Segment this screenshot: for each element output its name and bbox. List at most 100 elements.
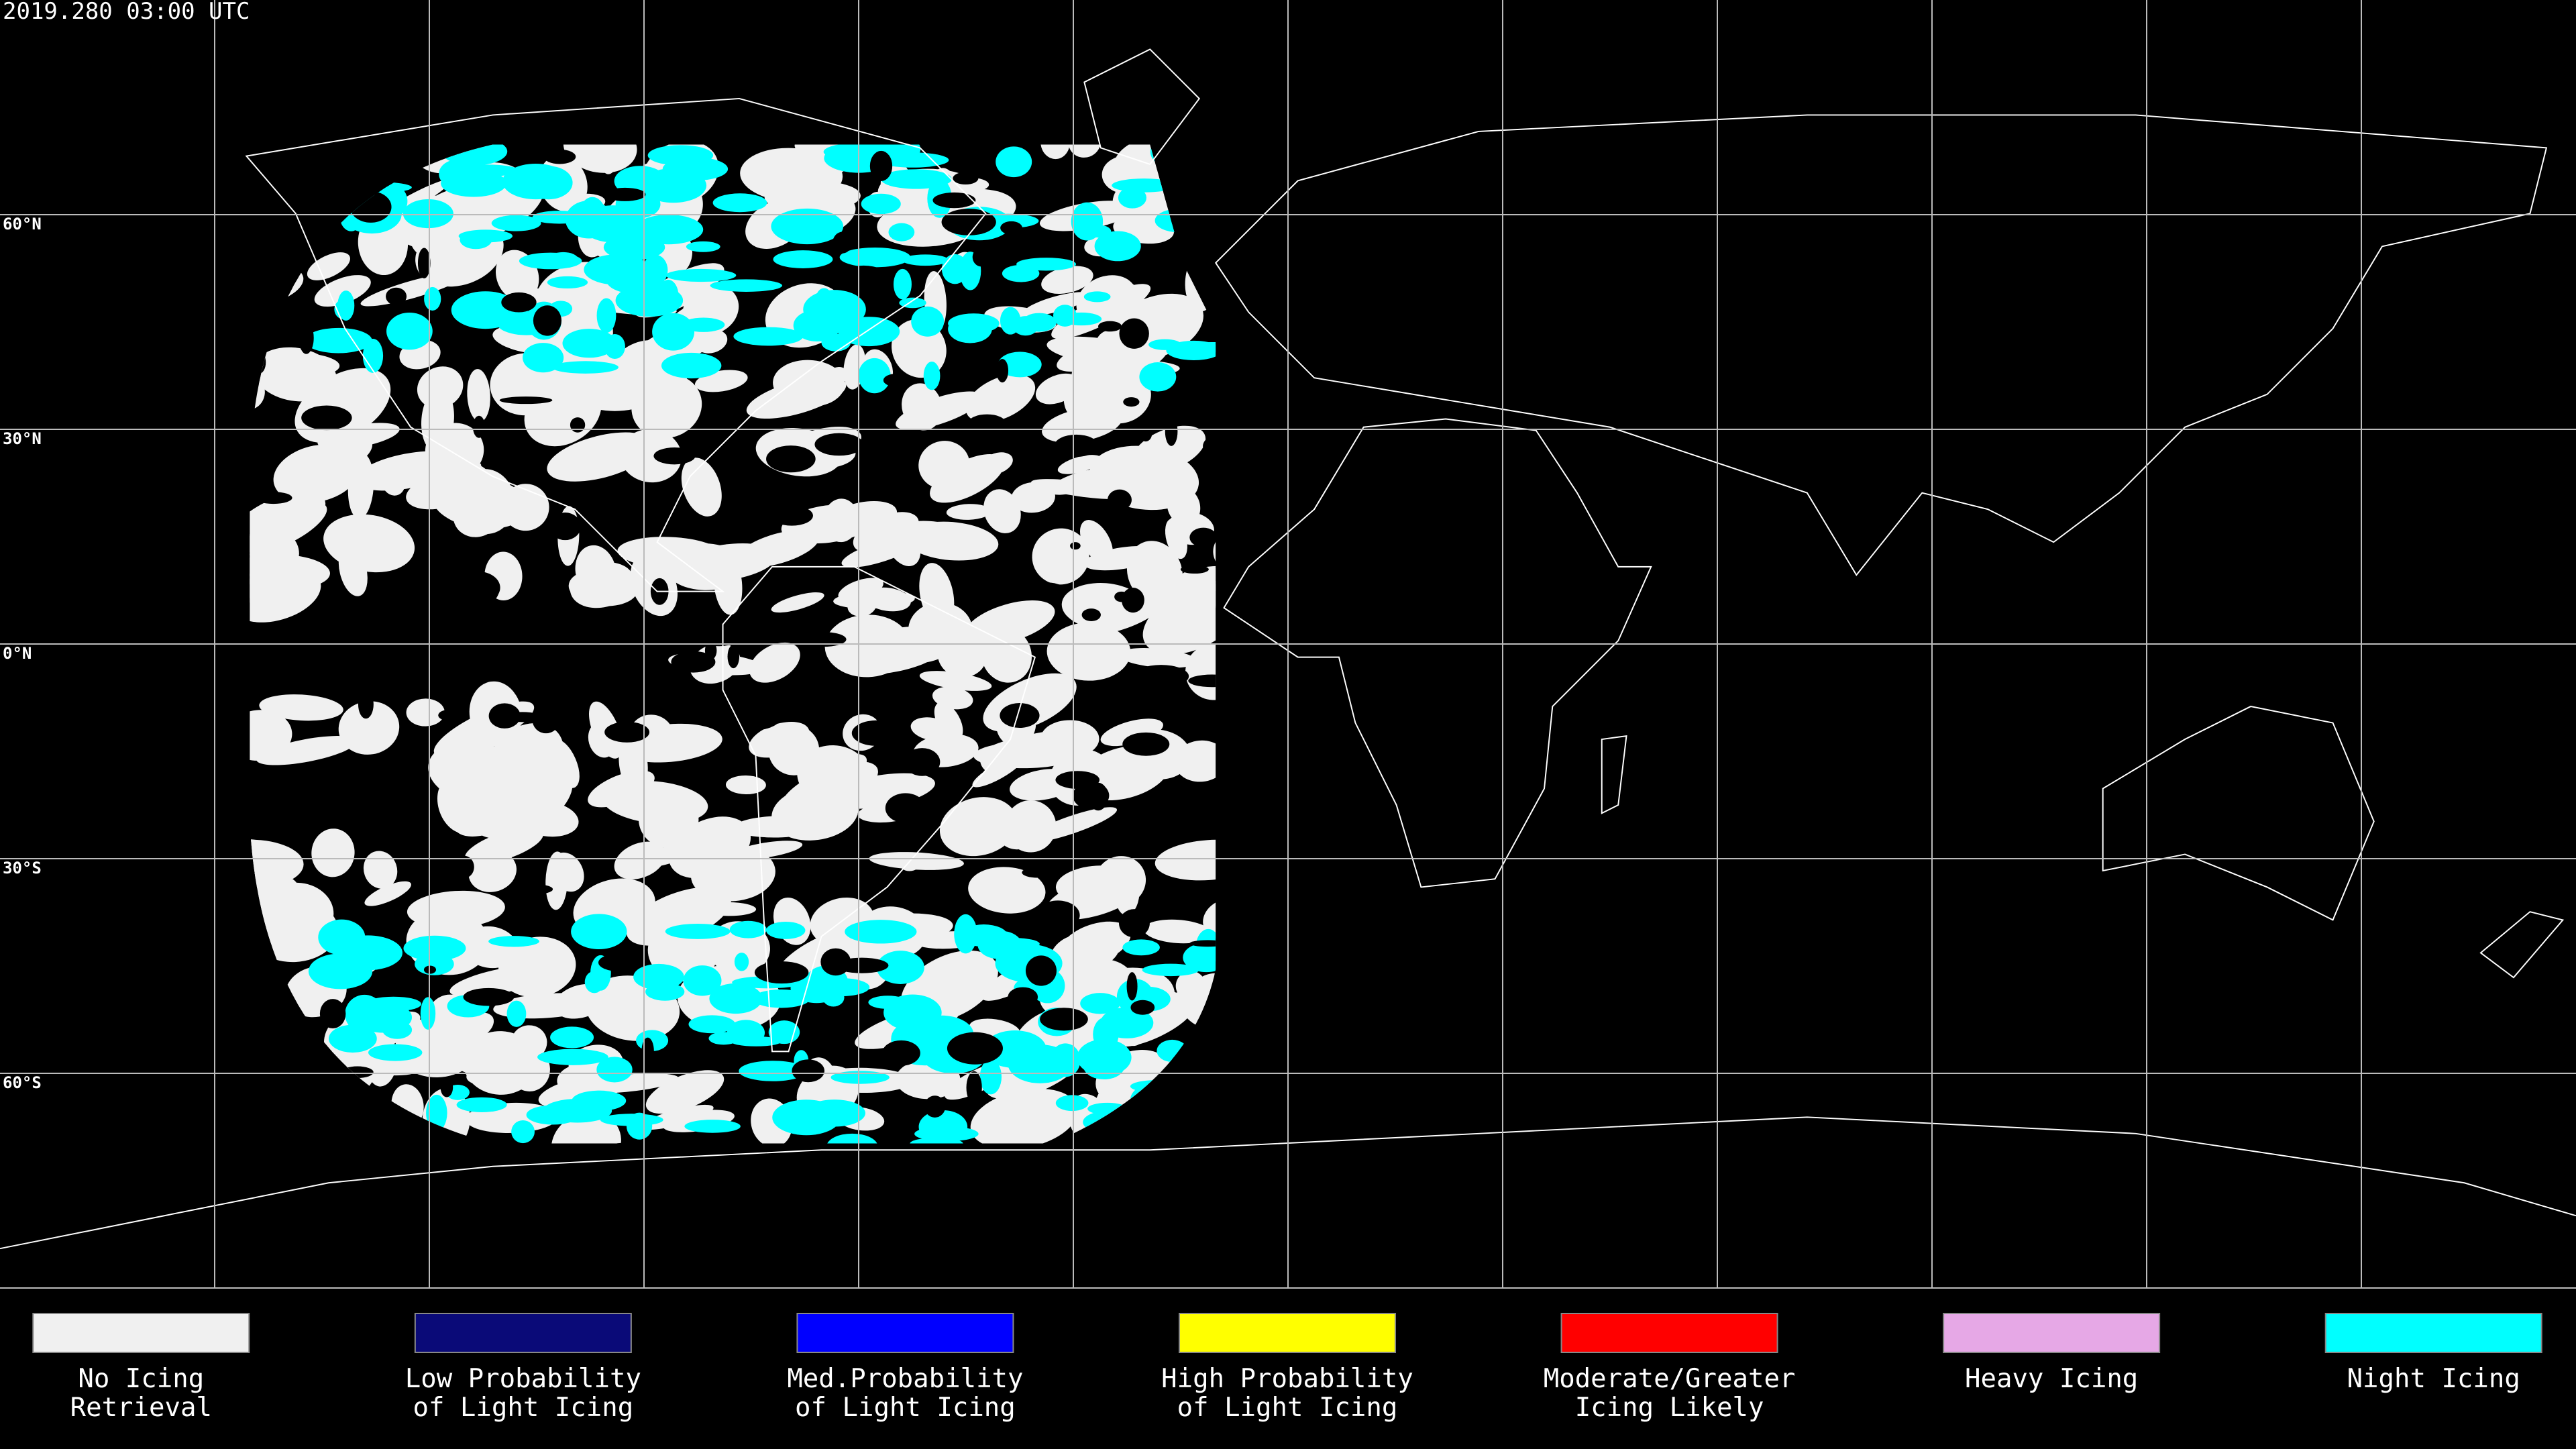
clear-gap: [885, 793, 926, 823]
clear-gap: [799, 632, 847, 647]
night-cloud: [733, 327, 804, 346]
night-cloud: [382, 1020, 413, 1039]
cloud: [946, 504, 991, 520]
clear-gap: [814, 433, 864, 456]
cloud: [1057, 333, 1144, 372]
clear-gap: [1054, 434, 1099, 458]
cloud: [1100, 718, 1163, 747]
clear-gap: [1040, 1008, 1088, 1031]
cloud: [1068, 144, 1101, 158]
night-cloud: [1083, 1053, 1125, 1080]
night-cloud: [652, 313, 695, 351]
night-cloud: [633, 963, 684, 990]
clear-gap: [941, 209, 996, 235]
cloud: [314, 275, 371, 307]
clear-gap: [1114, 591, 1129, 602]
clear-gap: [1073, 782, 1110, 810]
night-cloud: [766, 921, 806, 939]
night-cloud: [998, 352, 1042, 378]
legend-label: Moderate/Greater: [1544, 1364, 1796, 1394]
night-cloud: [460, 230, 492, 250]
cloud: [1203, 898, 1216, 941]
legend-label: Low Probability: [405, 1364, 641, 1394]
cloud: [854, 634, 911, 650]
cloud: [645, 1070, 724, 1114]
night-cloud: [877, 152, 949, 168]
clear-gap: [512, 667, 544, 701]
clear-gap: [1010, 436, 1049, 450]
clear-gap: [1189, 940, 1216, 947]
clear-gap: [820, 948, 851, 976]
night-cloud: [772, 1099, 841, 1136]
cloud: [364, 881, 411, 906]
clear-gap: [1203, 437, 1216, 455]
night-cloud: [547, 276, 588, 289]
cloud: [919, 671, 992, 691]
cloud: [867, 651, 936, 674]
clear-gap: [975, 419, 999, 443]
night-cloud: [1007, 1047, 1069, 1074]
cloud: [250, 352, 340, 379]
clear-gap: [1119, 318, 1149, 349]
night-cloud: [960, 924, 1008, 947]
clear-gap: [604, 721, 650, 743]
clear-gap: [254, 492, 292, 504]
cloud: [725, 775, 766, 795]
night-cloud: [830, 1071, 890, 1084]
clear-gap: [570, 417, 586, 433]
cloud: [1046, 623, 1131, 681]
clear-gap: [543, 149, 576, 164]
cloud: [932, 686, 973, 710]
clear-gap: [1008, 987, 1038, 1007]
cloud: [853, 512, 919, 553]
night-cloud: [596, 1057, 633, 1083]
latitude-label: 60°N: [3, 215, 42, 233]
coastline: [0, 1116, 2576, 1250]
night-cloud: [1061, 312, 1102, 326]
clear-gap: [996, 359, 1009, 383]
cloud: [1040, 720, 1099, 757]
timestamp: 2019.280 03:00 UTC: [3, 0, 250, 25]
clear-gap: [1139, 426, 1152, 442]
cloud: [307, 252, 350, 280]
clear-gap: [501, 292, 537, 313]
night-cloud: [996, 146, 1032, 178]
clear-gap: [516, 883, 553, 895]
night-cloud: [712, 193, 767, 213]
night-cloud: [771, 208, 844, 245]
cloud: [1143, 919, 1212, 944]
clear-gap: [727, 406, 745, 437]
cloud: [939, 797, 1018, 857]
latitude-label: 60°S: [3, 1073, 42, 1092]
legend-label: No Icing: [78, 1364, 204, 1394]
cloud: [614, 841, 666, 879]
cloud: [740, 148, 843, 202]
coastline: [1223, 418, 1652, 888]
clear-gap: [457, 616, 494, 641]
night-cloud: [537, 1049, 608, 1065]
clear-gap: [947, 1032, 1003, 1065]
legend-swatch: [1179, 1313, 1396, 1353]
night-cloud: [1142, 963, 1199, 977]
night-cloud: [734, 953, 749, 971]
cloud: [1049, 934, 1105, 986]
night-cloud: [657, 280, 679, 313]
cloud: [1094, 856, 1146, 906]
night-cloud: [861, 193, 901, 215]
night-cloud: [523, 343, 564, 373]
cloud: [965, 374, 1036, 423]
legend-label: of Light Icing: [1177, 1393, 1398, 1423]
legend-label: High Probability: [1161, 1364, 1413, 1394]
night-cloud: [305, 327, 372, 354]
night-cloud: [329, 1024, 377, 1053]
night-cloud: [551, 361, 619, 374]
cloud: [626, 887, 731, 946]
cloud: [1174, 740, 1216, 782]
clear-gap: [250, 673, 266, 688]
night-cloud: [606, 265, 664, 294]
legend-label: Icing Likely: [1575, 1393, 1764, 1423]
cloud: [983, 489, 1021, 533]
night-cloud: [525, 166, 573, 200]
clear-gap: [851, 720, 904, 747]
cloud: [1011, 482, 1055, 513]
